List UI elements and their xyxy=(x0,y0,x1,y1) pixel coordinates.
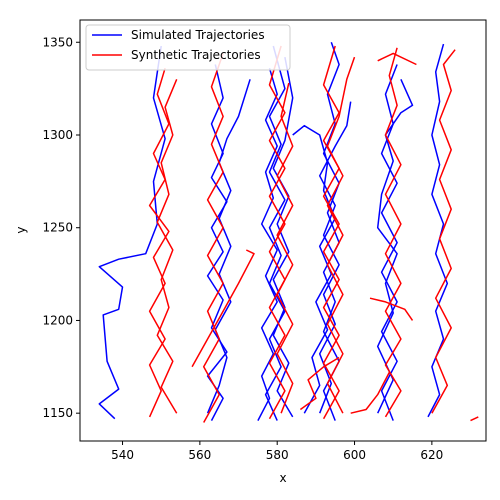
axes-frame xyxy=(79,19,487,442)
legend-label-synthetic: Synthetic Trajectories xyxy=(131,48,261,62)
series-lines xyxy=(98,42,479,423)
synthetic-trajectory-2 xyxy=(202,53,224,423)
legend: Simulated Trajectories Synthetic Traject… xyxy=(85,24,291,71)
x-tick-label-580: 580 xyxy=(266,448,289,462)
x-axis-label: x xyxy=(279,471,286,485)
synthetic-trajectory-4 xyxy=(268,45,286,420)
x-tick-label-620: 620 xyxy=(420,448,443,462)
y-tick-label-1300: 1300 xyxy=(42,128,73,142)
axis-ticks: 540 560 580 600 620 1150 1200 1250 1300 1350 xyxy=(42,35,443,462)
simulated-trajectory-6 xyxy=(322,42,340,421)
synthetic-trajectory-3 xyxy=(191,249,255,368)
simulated-trajectory-8 xyxy=(292,124,336,414)
simulated-trajectory-5 xyxy=(272,56,294,418)
synthetic-trajectory-13 xyxy=(431,49,456,414)
synthetic-trajectory-14 xyxy=(470,416,479,422)
synthetic-trajectory-1 xyxy=(156,79,178,414)
simulated-trajectory-10 xyxy=(376,78,414,414)
x-tick-label-560: 560 xyxy=(188,448,211,462)
synthetic-trajectory-5 xyxy=(276,82,294,414)
y-tick-label-1150: 1150 xyxy=(42,406,73,420)
legend-label-simulated: Simulated Trajectories xyxy=(131,28,265,42)
y-tick-label-1250: 1250 xyxy=(42,221,73,235)
simulated-trajectory-4 xyxy=(257,67,278,421)
y-tick-label-1350: 1350 xyxy=(42,35,73,49)
y-axis-label: y xyxy=(14,226,28,233)
legend-box xyxy=(85,24,291,71)
y-tick-label-1200: 1200 xyxy=(42,313,73,327)
synthetic-trajectory-11 xyxy=(369,297,414,321)
synthetic-trajectory-12 xyxy=(377,52,417,66)
synthetic-trajectory-6 xyxy=(299,356,340,411)
synthetic-trajectory-7 xyxy=(322,45,340,420)
simulated-trajectory-2 xyxy=(206,79,251,414)
synthetic-trajectory-0 xyxy=(148,67,170,418)
synthetic-trajectory-8 xyxy=(326,56,356,414)
synthetic-trajectory-9 xyxy=(350,372,390,414)
simulated-trajectory-7 xyxy=(318,101,352,414)
x-tick-label-600: 600 xyxy=(343,448,366,462)
synthetic-trajectory-10 xyxy=(384,47,402,418)
simulated-trajectory-0 xyxy=(98,45,166,420)
x-tick-label-540: 540 xyxy=(111,448,134,462)
